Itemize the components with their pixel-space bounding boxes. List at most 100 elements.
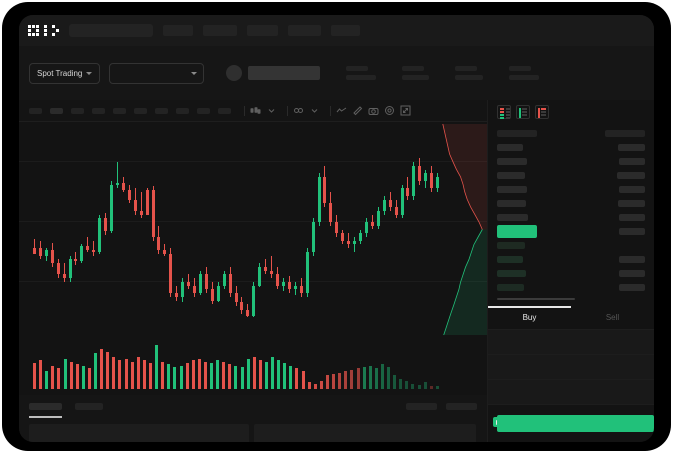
- timeframe-3[interactable]: [71, 107, 84, 114]
- chevron-down-icon[interactable]: [309, 105, 320, 116]
- volume-bar: [326, 375, 329, 389]
- table-row[interactable]: [488, 210, 654, 224]
- orders-tab-open[interactable]: [29, 403, 62, 410]
- chevron-down-icon[interactable]: [266, 105, 277, 116]
- timeframe-10[interactable]: [218, 107, 231, 114]
- table-row[interactable]: [488, 182, 654, 196]
- timeframe-6[interactable]: [134, 107, 147, 114]
- orders-field-2[interactable]: [254, 423, 476, 442]
- volume-bar: [39, 360, 43, 389]
- orderbook-scrollbar[interactable]: [497, 298, 575, 300]
- orders-action-1[interactable]: [406, 403, 437, 410]
- toolbar-divider: [287, 105, 288, 116]
- timeframe-7[interactable]: [155, 107, 168, 114]
- volume-bar: [252, 357, 256, 389]
- volume-bar: [338, 372, 342, 389]
- volume-bar: [417, 384, 421, 389]
- table-row[interactable]: [488, 196, 654, 210]
- orderbook-asks-icon[interactable]: [535, 105, 549, 119]
- coin-avatar: [226, 65, 243, 81]
- timeframe-9[interactable]: [197, 107, 210, 114]
- camera-icon[interactable]: [368, 105, 379, 116]
- line-chart-icon[interactable]: [336, 105, 347, 116]
- timeframe-8[interactable]: [176, 107, 189, 114]
- volume-bar: [155, 345, 159, 389]
- order-amount-field[interactable]: [488, 355, 654, 380]
- tab-buy[interactable]: Buy: [488, 306, 571, 329]
- table-row[interactable]: [488, 252, 654, 266]
- timeframe-5[interactable]: [113, 107, 126, 114]
- order-price-field[interactable]: [488, 330, 654, 355]
- table-row[interactable]: [488, 154, 654, 168]
- volume-histogram: [19, 337, 487, 395]
- volume-bar: [271, 357, 275, 389]
- table-row[interactable]: [488, 168, 654, 182]
- settings-icon[interactable]: [384, 105, 395, 116]
- volume-bar: [69, 361, 73, 389]
- spot-trading-label: Spot Trading: [37, 68, 83, 78]
- nav-item-4[interactable]: [288, 25, 321, 36]
- timeframe-1[interactable]: [29, 107, 42, 114]
- top-navigation-bar: [19, 15, 654, 46]
- chart-gridline: [19, 281, 487, 283]
- nav-item-1[interactable]: [163, 25, 193, 36]
- volume-bar: [203, 361, 207, 389]
- volume-bar: [57, 368, 61, 389]
- volume-bar: [387, 367, 391, 389]
- volume-bar: [106, 351, 110, 389]
- table-row[interactable]: [488, 238, 654, 252]
- volume-bar: [136, 357, 140, 389]
- active-tab-indicator: [488, 306, 571, 308]
- orderbook-bids-icon[interactable]: [516, 105, 530, 119]
- volume-bar: [45, 371, 49, 389]
- market-stat-4: [509, 66, 540, 80]
- tab-sell[interactable]: Sell: [571, 306, 654, 329]
- pair-name-placeholder: [248, 66, 321, 80]
- chevron-down-icon: [86, 71, 93, 75]
- volume-bar: [356, 368, 360, 389]
- volume-bar: [283, 362, 287, 389]
- volume-bar: [307, 382, 311, 389]
- trading-pair-select[interactable]: [109, 62, 205, 84]
- spot-trading-selector[interactable]: Spot Trading: [29, 62, 101, 84]
- volume-bar: [63, 358, 67, 389]
- orderbook-rows[interactable]: [488, 124, 654, 300]
- volume-bar: [228, 364, 232, 389]
- active-tab-indicator: [29, 416, 62, 418]
- candlestick-icon[interactable]: [250, 105, 261, 116]
- table-row[interactable]: [488, 280, 654, 294]
- nav-item-2[interactable]: [203, 25, 237, 36]
- orderbook-both-icon[interactable]: [497, 105, 511, 119]
- volume-bar: [81, 365, 85, 389]
- timeframe-4[interactable]: [92, 107, 105, 114]
- indicator-icon[interactable]: [293, 105, 304, 116]
- measure-icon[interactable]: [352, 105, 363, 116]
- orders-panel: [19, 395, 487, 442]
- volume-bar: [301, 371, 305, 389]
- orders-field-1[interactable]: [29, 423, 249, 442]
- volume-bar: [33, 362, 36, 389]
- order-form-tabs: Buy Sell: [488, 306, 654, 330]
- volume-bar: [179, 365, 183, 389]
- mid-price-bar: [497, 224, 537, 238]
- orders-action-2[interactable]: [446, 403, 477, 410]
- volume-bar: [100, 349, 104, 389]
- volume-bar: [264, 361, 268, 389]
- volume-bar: [350, 369, 354, 389]
- submit-buy-button[interactable]: [497, 415, 654, 432]
- volume-bar: [216, 360, 220, 389]
- fullscreen-icon[interactable]: [400, 105, 411, 116]
- okx-logo[interactable]: [28, 25, 59, 36]
- search-input[interactable]: [69, 24, 153, 37]
- candlestick-chart[interactable]: [19, 122, 487, 337]
- nav-item-5[interactable]: [331, 25, 360, 36]
- table-row[interactable]: [488, 140, 654, 154]
- table-row[interactable]: [488, 266, 654, 280]
- volume-bar: [94, 353, 98, 389]
- timeframe-2[interactable]: [50, 107, 63, 114]
- volume-bar: [411, 383, 415, 389]
- volume-bar: [161, 361, 165, 389]
- order-total-field[interactable]: [488, 380, 654, 405]
- orders-tab-history[interactable]: [75, 403, 103, 410]
- nav-item-3[interactable]: [247, 25, 278, 36]
